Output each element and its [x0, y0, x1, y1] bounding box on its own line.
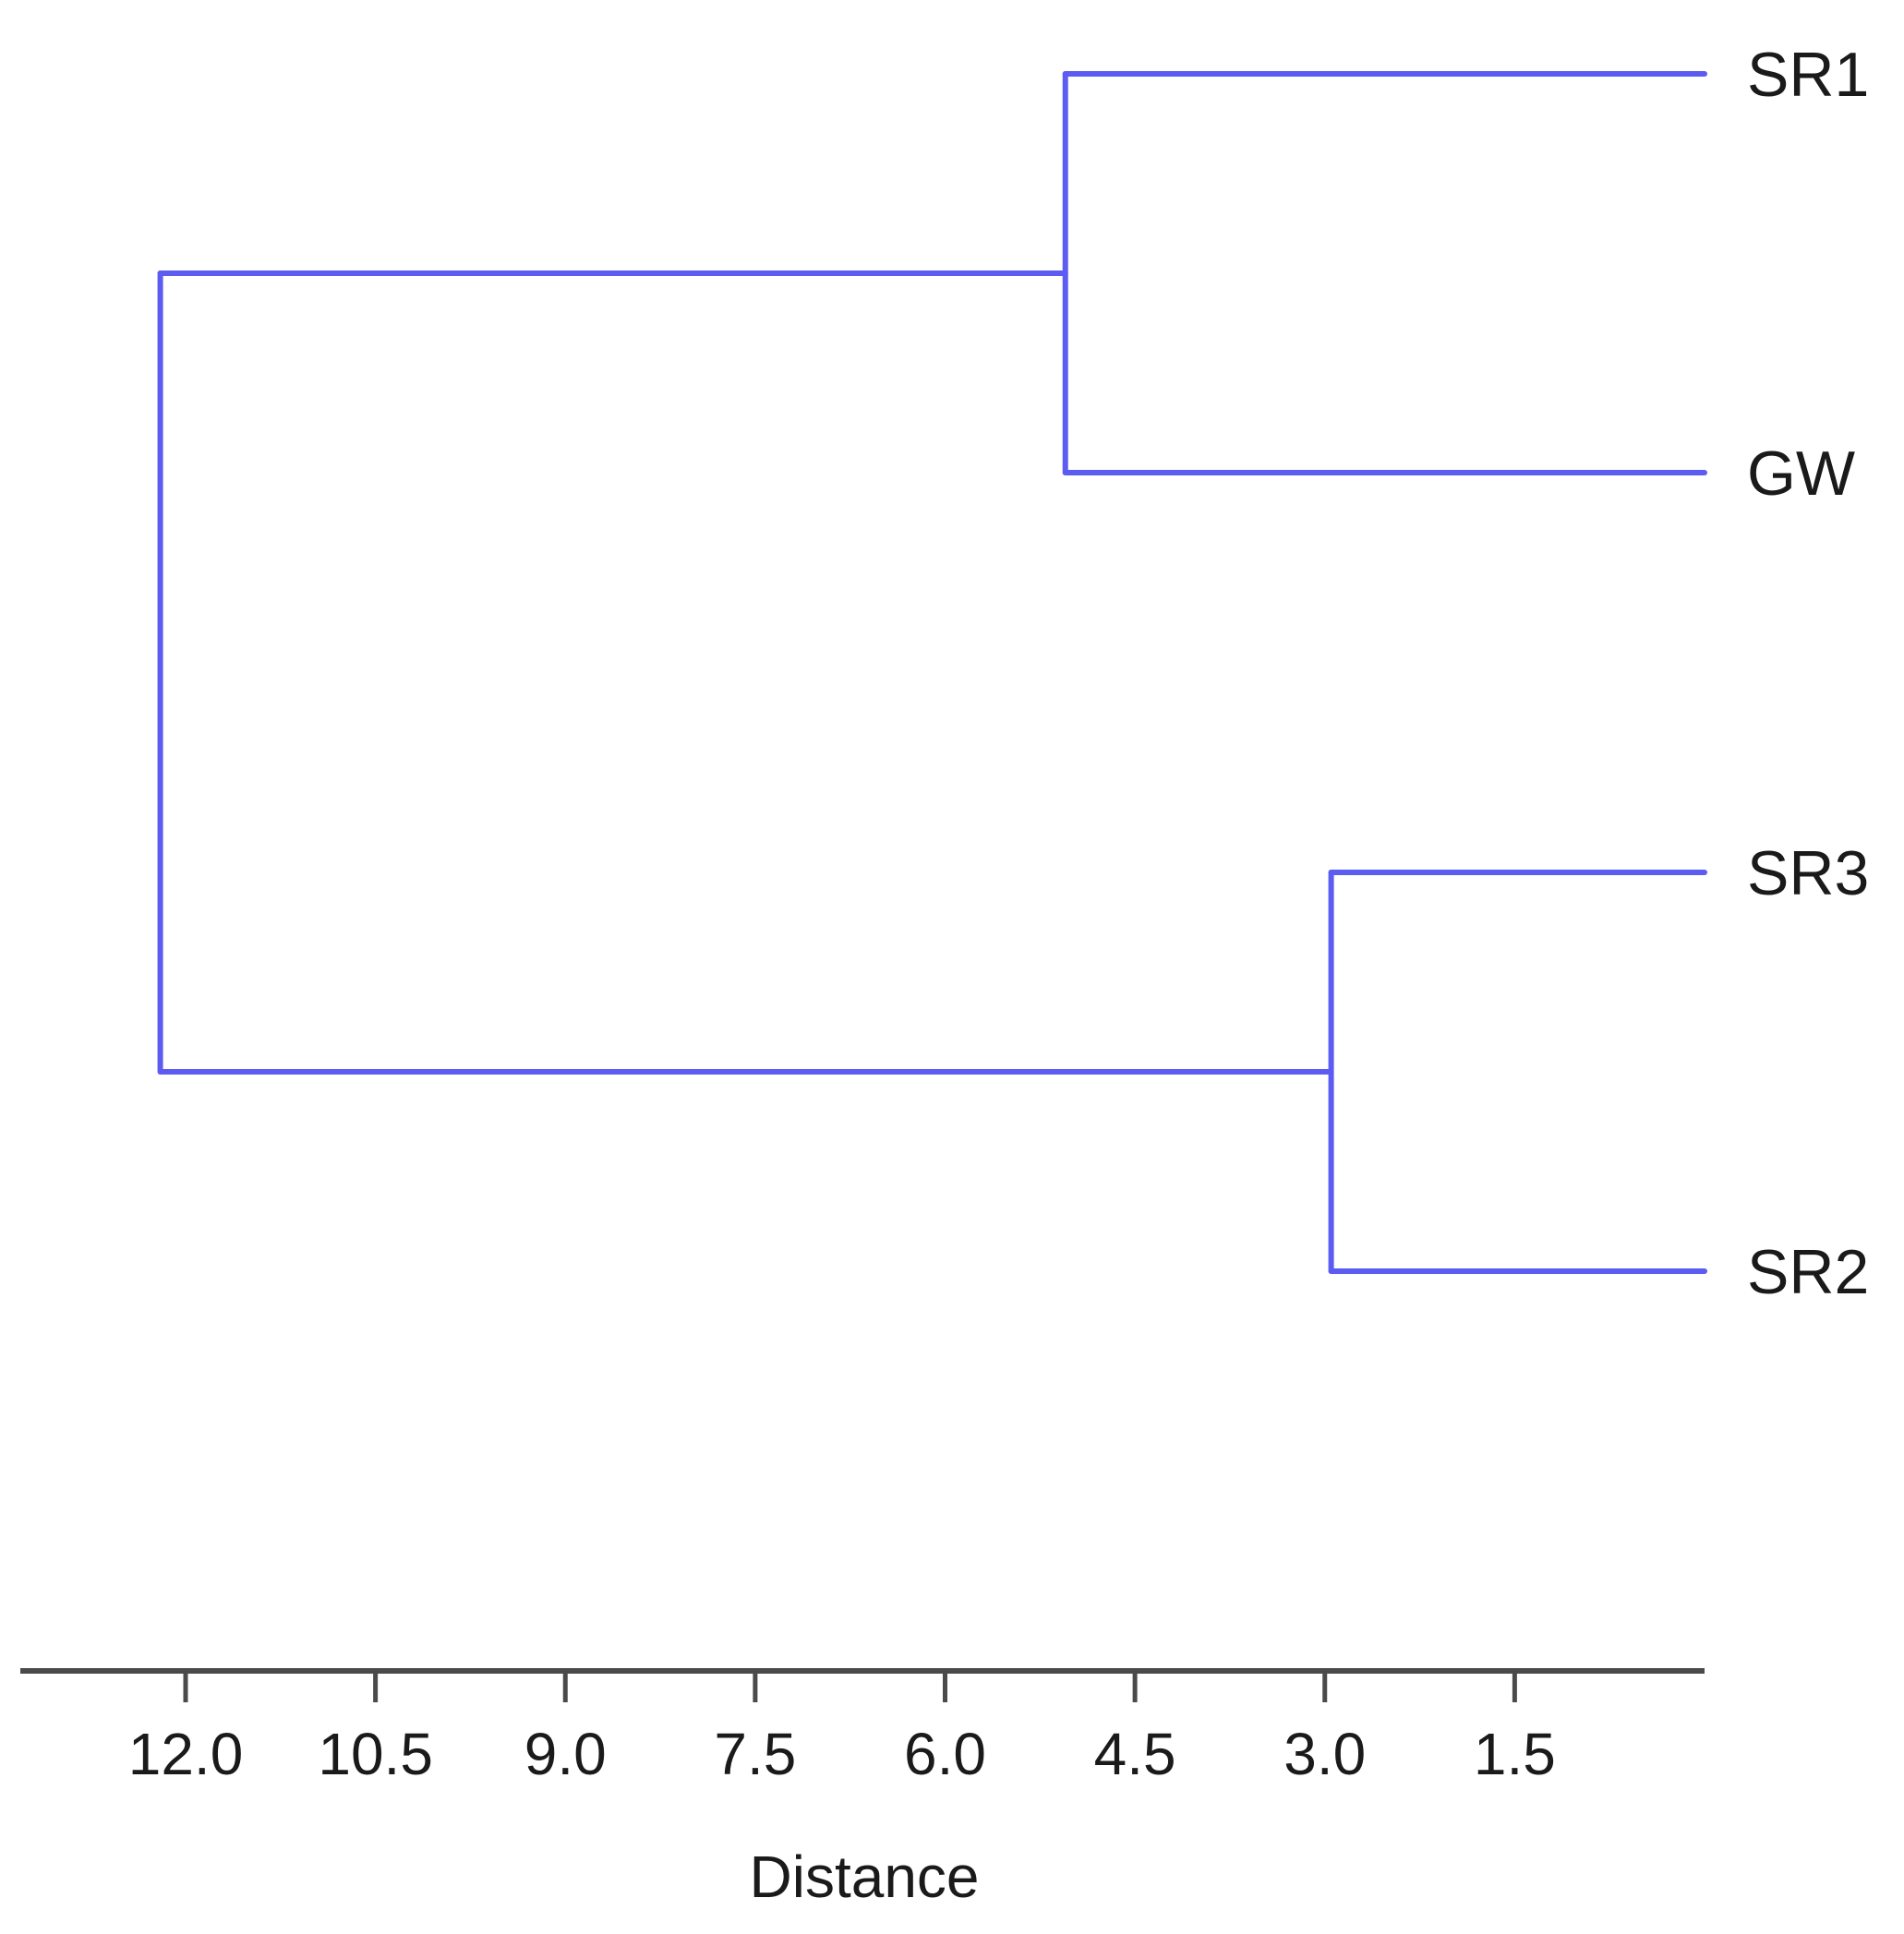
x-axis: 12.0 10.5 9.0 7.5 6.0 4.5 3.0 1.5 Distance	[20, 1668, 1705, 1910]
x-tick-label: 10.5	[318, 1721, 433, 1787]
x-tick-label: 9.0	[524, 1721, 607, 1787]
leaf-labels: SR1 GW SR3 SR2	[1747, 40, 1869, 1307]
x-axis-title: Distance	[750, 1844, 980, 1910]
leaf-label-sr1: SR1	[1747, 40, 1869, 110]
x-tick-label: 4.5	[1094, 1721, 1176, 1787]
leaf-label-gw: GW	[1747, 438, 1855, 509]
leaf-label-sr3: SR3	[1747, 838, 1869, 908]
dendrogram-branches	[157, 71, 1707, 1274]
x-axis-ticks: 12.0 10.5 9.0 7.5 6.0 4.5 3.0 1.5	[128, 1671, 1556, 1787]
x-tick-label: 3.0	[1283, 1721, 1366, 1787]
x-tick-label: 6.0	[904, 1721, 986, 1787]
x-tick-label: 1.5	[1474, 1721, 1556, 1787]
leaf-label-sr2: SR2	[1747, 1237, 1869, 1307]
x-tick-label: 7.5	[714, 1721, 796, 1787]
x-tick-label: 12.0	[128, 1721, 244, 1787]
